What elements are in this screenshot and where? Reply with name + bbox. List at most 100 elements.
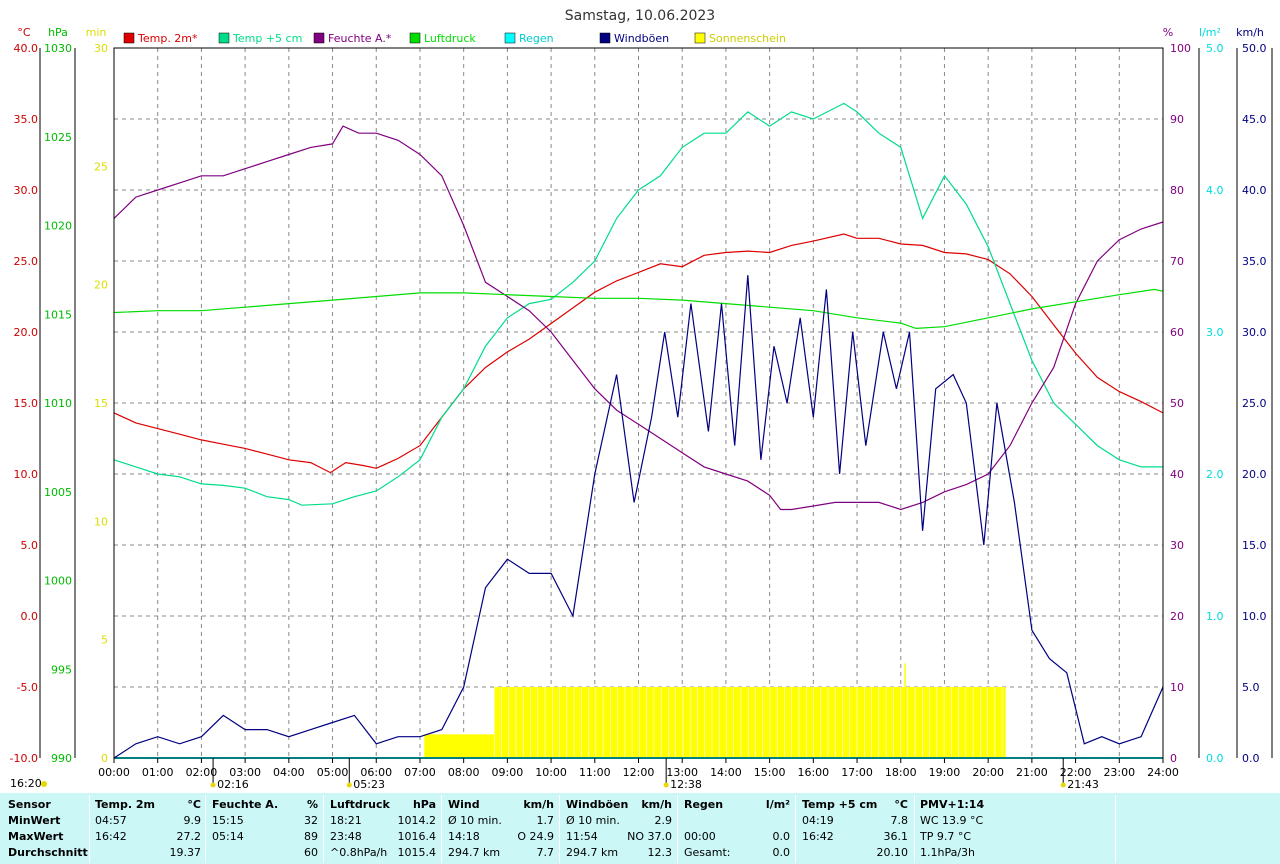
stats-value: 12.3 [647, 846, 673, 859]
x-tick-label: 06:00 [360, 766, 392, 779]
legend-label: Luftdruck [424, 32, 476, 45]
stats-value: hPa [412, 798, 436, 811]
x-tick-label: 16:00 [797, 766, 829, 779]
axis-tick-press: 1015 [44, 308, 72, 321]
x-tick-label: 11:00 [579, 766, 611, 779]
stats-cell: Windböen [566, 798, 629, 811]
sunshine-bars [424, 663, 1006, 758]
stats-value: 0.0 [772, 846, 791, 859]
x-tick-label: 23:00 [1103, 766, 1135, 779]
stats-cell: 15:15 [212, 814, 244, 827]
axis-tick-temp: -10.0 [10, 752, 38, 765]
stats-separator [205, 795, 206, 863]
axis-tick-hum: 0 [1170, 752, 1177, 765]
stats-value: 32 [304, 814, 318, 827]
stats-value: 36.1 [883, 830, 909, 843]
marker-sun-icon [346, 782, 352, 788]
stats-separator [323, 795, 324, 863]
legend-label: Temp +5 cm [232, 32, 302, 45]
x-tick-label: 19:00 [929, 766, 961, 779]
chart-grid [114, 48, 1163, 758]
marker-label: 12:38 [670, 778, 702, 791]
stats-value: 7.8 [890, 814, 909, 827]
stats-cell: 16:42 [802, 830, 834, 843]
stats-value: °C [187, 798, 201, 811]
axis-tick-wind: 10.0 [1242, 610, 1267, 623]
stats-cell: 11:54 [566, 830, 598, 843]
x-tick-label: 09:00 [492, 766, 524, 779]
axis-tick-hum: 30 [1170, 539, 1184, 552]
axis-unit-sun: min [86, 26, 107, 39]
pmv-tp: TP 9.7 °C [920, 830, 972, 843]
axis-unit-rain: l/m² [1199, 26, 1221, 39]
axis-tick-sun: 20 [94, 279, 108, 292]
axis-unit-temp: °C [17, 26, 31, 39]
axis-tick-wind: 25.0 [1242, 397, 1267, 410]
axis-tick-press: 1010 [44, 397, 72, 410]
axis-tick-hum: 90 [1170, 113, 1184, 126]
axis-tick-press: 995 [51, 663, 72, 676]
stats-cell: 18:21 [330, 814, 362, 827]
statistics-panel: Sensor MinWert MaxWert Durchschnitt Temp… [0, 793, 1280, 864]
x-tick-label: 12:00 [623, 766, 655, 779]
series-line [113, 275, 1164, 759]
axis-tick-press: 1030 [44, 42, 72, 55]
x-tick-label: 03:00 [229, 766, 261, 779]
stats-cell: Ø 10 min. [566, 814, 620, 827]
stats-value: 20.10 [876, 846, 909, 859]
axis-tick-press: 1025 [44, 131, 72, 144]
axis-tick-hum: 80 [1170, 184, 1184, 197]
axis-tick-press: 990 [51, 752, 72, 765]
axis-tick-temp: 20.0 [14, 326, 39, 339]
legend-label: Regen [519, 32, 554, 45]
marker-sun-icon [663, 782, 669, 788]
axis-tick-sun: 5 [101, 634, 108, 647]
marker-label: 02:16 [217, 778, 249, 791]
stats-value: 1014.2 [397, 814, 437, 827]
x-tick-label: 02:00 [186, 766, 218, 779]
sunrise-label: 16:20 [10, 777, 42, 790]
axis-tick-sun: 25 [94, 160, 108, 173]
axis-unit-press: hPa [48, 26, 68, 39]
axis-tick-hum: 40 [1170, 468, 1184, 481]
axis-tick-rain: 0.0 [1206, 752, 1224, 765]
axis-tick-hum: 70 [1170, 255, 1184, 268]
axis-tick-hum: 20 [1170, 610, 1184, 623]
axis-tick-wind: 5.0 [1242, 681, 1260, 694]
axis-tick-sun: 15 [94, 397, 108, 410]
stats-row-label: Sensor [8, 798, 51, 811]
legend-label: Windböen [614, 32, 669, 45]
axis-tick-temp: -5.0 [17, 681, 38, 694]
x-tick-label: 13:00 [666, 766, 698, 779]
stats-value: 7.7 [536, 846, 555, 859]
stats-cell: Temp +5 cm [802, 798, 878, 811]
series-line [113, 102, 1163, 506]
x-tick-label: 15:00 [754, 766, 786, 779]
stats-value: 2.9 [654, 814, 673, 827]
x-tick-label: 00:00 [98, 766, 130, 779]
stats-cell: Wind [448, 798, 480, 811]
stats-separator [795, 795, 796, 863]
x-tick-label: 01:00 [142, 766, 174, 779]
marker-label: 21:43 [1067, 778, 1099, 791]
stats-separator [441, 795, 442, 863]
legend-label: Sonnenschein [709, 32, 786, 45]
axis-tick-temp: 35.0 [14, 113, 39, 126]
axis-tick-rain: 4.0 [1206, 184, 1224, 197]
stats-cell: Feuchte A. [212, 798, 279, 811]
chart-title: Samstag, 10.06.2023 [565, 8, 715, 24]
stats-value: 1.7 [536, 814, 555, 827]
axis-tick-rain: 5.0 [1206, 42, 1224, 55]
axis-tick-press: 1020 [44, 220, 72, 233]
series-line [113, 233, 1164, 474]
x-tick-label: 07:00 [404, 766, 436, 779]
stats-value: 0.0 [772, 830, 791, 843]
axis-tick-wind: 0.0 [1242, 752, 1260, 765]
x-tick-label: 14:00 [710, 766, 742, 779]
pmv-wc: WC 13.9 °C [920, 814, 984, 827]
chart-legend: Temp. 2m* Temp +5 cm Feuchte A.* Luftdruck R… [123, 32, 786, 45]
legend-label: Temp. 2m* [137, 32, 198, 45]
axis-tick-temp: 40.0 [14, 42, 39, 55]
stats-cell: 16:42 [95, 830, 127, 843]
axis-tick-wind: 15.0 [1242, 539, 1267, 552]
